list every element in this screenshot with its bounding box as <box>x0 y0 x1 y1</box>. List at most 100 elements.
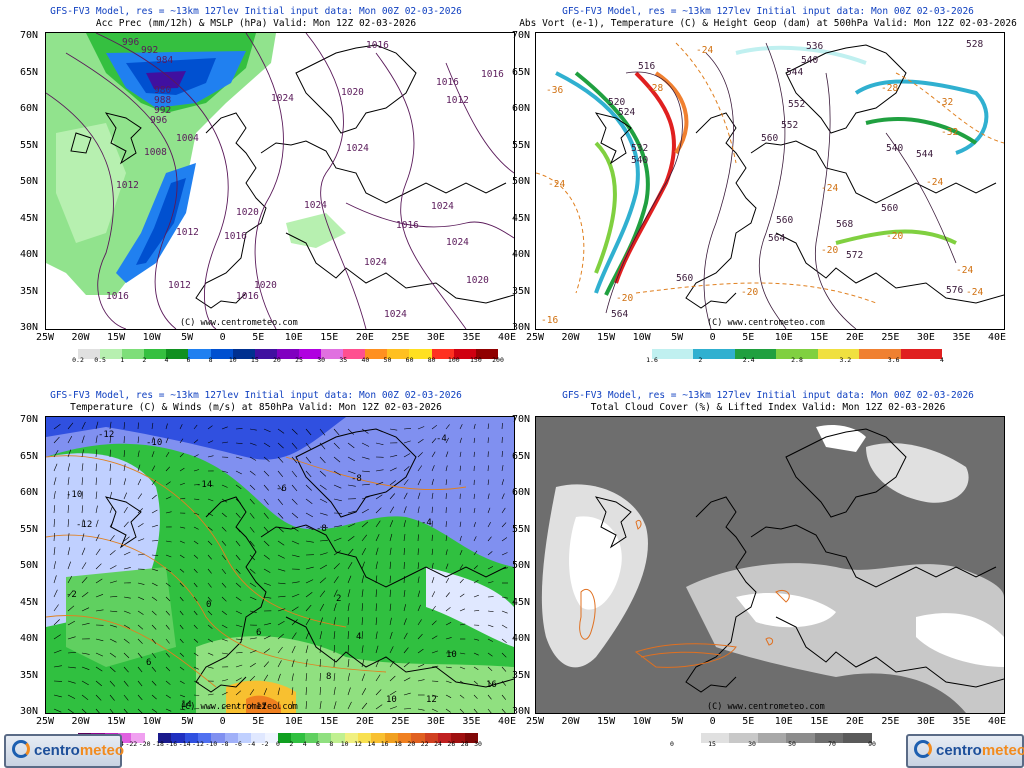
latitude-label: 65N <box>20 450 39 462</box>
temperature-label: -32 <box>936 97 953 108</box>
wind-arrow <box>109 435 111 444</box>
scale-tick-label: 10 <box>340 740 349 748</box>
isobar-label: 996 <box>150 115 167 126</box>
wind-arrow <box>207 440 214 444</box>
wind-arrow <box>221 705 228 710</box>
wind-arrow <box>263 428 271 433</box>
latitude-label: 45N <box>512 212 531 224</box>
wind-arrow <box>333 589 338 598</box>
wind-arrow <box>305 484 312 491</box>
wind-arrow <box>361 659 365 668</box>
wind-arrow <box>53 708 62 713</box>
wind-arrow <box>193 610 198 616</box>
wind-arrow <box>277 608 286 612</box>
wind-arrow <box>501 493 505 500</box>
wind-arrow <box>347 470 356 474</box>
wind-arrow <box>403 575 405 584</box>
longitude-label: 35E <box>952 332 971 343</box>
scale-tick-label: -6 <box>234 740 242 748</box>
scale-tick-label: 2 <box>698 356 703 364</box>
wind-arrow <box>263 442 271 448</box>
scale-swatch <box>78 349 101 359</box>
copyright-credit: (C) www.centrometeo.com <box>180 702 298 712</box>
wind-arrow <box>305 645 309 654</box>
wind-arrow <box>123 506 128 514</box>
wind-arrow <box>263 568 271 573</box>
wind-arrow <box>221 568 227 574</box>
wind-arrow <box>417 492 421 500</box>
wind-arrow <box>305 512 314 518</box>
wind-arrow <box>165 666 171 672</box>
wind-arrow <box>179 467 185 472</box>
wind-arrow <box>179 424 183 430</box>
wind-arrow <box>361 645 364 654</box>
wind-arrow <box>305 566 314 570</box>
longitude-label: 20E <box>355 332 374 343</box>
wind-arrow <box>445 666 452 669</box>
latitude-label: 40N <box>512 249 531 260</box>
scale-swatch <box>171 733 185 743</box>
wind-arrow <box>53 463 58 472</box>
wind-arrow <box>263 582 271 586</box>
wind-arrow <box>235 596 242 602</box>
wind-arrow <box>445 592 450 598</box>
wind-arrow <box>137 523 144 528</box>
temperature-label: -20 <box>821 245 838 256</box>
wind-arrow <box>95 666 103 672</box>
longitude-label: 10W <box>632 716 651 727</box>
scale-tick-label: -16 <box>165 740 178 748</box>
longitude-label: 25E <box>881 332 900 343</box>
scale-tick-label: 30 <box>748 740 756 748</box>
wind-arrow <box>459 549 463 556</box>
wind-arrow <box>277 595 286 598</box>
isobar-label: 988 <box>154 95 171 106</box>
wind-arrow <box>277 526 284 533</box>
height-label: 540 <box>631 155 648 166</box>
scale-tick-label: 6 <box>316 740 320 748</box>
latitude-label: 35N <box>20 285 39 297</box>
temperature-label: -32 <box>941 127 958 138</box>
scale-tick-label: 0 <box>276 740 280 748</box>
wind-arrow <box>389 455 398 458</box>
isobar-label: 1012 <box>446 95 469 106</box>
latitude-label: 30N <box>512 322 531 333</box>
wind-arrow <box>361 470 370 473</box>
wind-arrow <box>445 451 449 458</box>
wind-arrow <box>361 575 364 584</box>
scale-swatch <box>693 349 735 359</box>
wind-arrow <box>179 438 184 444</box>
wind-arrow <box>445 563 449 570</box>
scale-tick-label: -22 <box>125 740 138 748</box>
wind-arrow <box>263 512 269 519</box>
height-label: 552 <box>788 99 805 110</box>
wind-arrow <box>319 484 327 490</box>
wind-arrow <box>305 604 312 612</box>
wind-arrow <box>403 520 406 528</box>
isotherm-label: -10 <box>146 438 162 448</box>
wind-arrow <box>347 687 351 696</box>
wind-arrow <box>347 645 349 654</box>
wind-arrow <box>123 694 129 701</box>
wind-arrow <box>501 507 506 514</box>
wind-arrow <box>249 470 256 476</box>
wind-arrow <box>235 582 242 588</box>
wind-arrow <box>333 563 340 570</box>
wind-arrow <box>137 493 143 500</box>
scale-swatch <box>343 349 366 359</box>
wind-arrow <box>277 554 285 559</box>
wind-arrow <box>389 589 391 598</box>
wind-arrow <box>473 694 478 699</box>
vorticity-color-scale <box>652 344 942 359</box>
scale-tick-label: 3.2 <box>839 356 852 364</box>
wind-arrow <box>389 547 392 556</box>
wind-arrow <box>151 680 157 686</box>
temperature-label: -20 <box>616 293 633 304</box>
wind-arrow <box>305 579 314 584</box>
scale-swatch <box>475 349 498 359</box>
wind-arrow <box>95 421 99 430</box>
temperature-label: -24 <box>548 179 565 190</box>
height-label: 524 <box>618 107 635 118</box>
wind-arrow <box>151 666 157 672</box>
wind-arrow <box>305 659 308 668</box>
scale-tick-label: 150 <box>470 356 482 364</box>
